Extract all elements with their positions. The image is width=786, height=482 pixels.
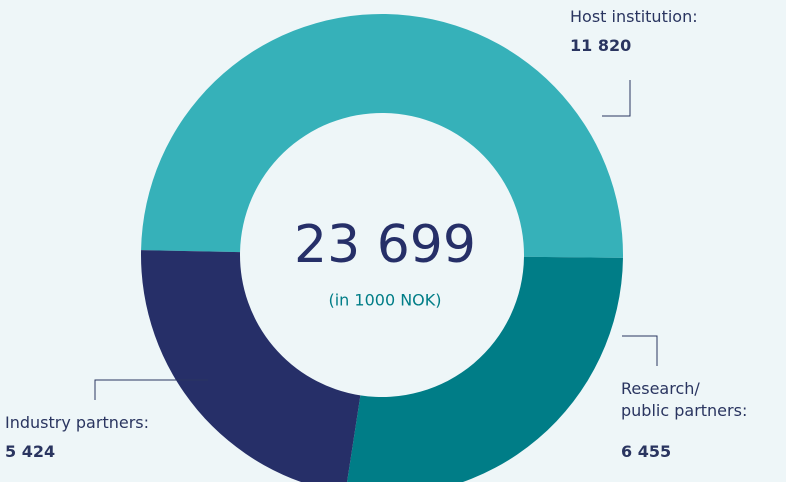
slice-label: Industry partners: (5, 413, 149, 432)
slice-label: Research/ public partners: (621, 379, 748, 420)
value-label: 6 455 (621, 442, 672, 461)
leader-line (602, 80, 631, 117)
leader-line (94, 379, 208, 400)
donut-slice (141, 14, 623, 258)
center-total: 23 699 (294, 215, 476, 275)
center-note: (in 1000 NOK) (328, 291, 441, 310)
value-label: 11 820 (570, 36, 632, 55)
donut-slice (347, 256, 623, 482)
leader-line (622, 335, 658, 366)
slice-label: Host institution: (570, 7, 698, 26)
value-label: 5 424 (5, 442, 56, 461)
donut-slice (141, 250, 361, 482)
